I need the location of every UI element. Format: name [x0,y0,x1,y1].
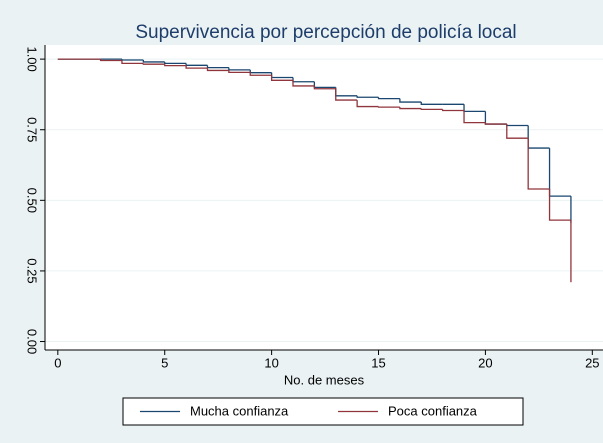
survival-step [249,72,272,76]
legend-label: Mucha confianza [190,403,289,418]
y-tick-label: 1.00 [25,46,40,71]
survival-step [399,98,422,103]
x-tick-label: 25 [585,355,599,370]
survival-step [164,61,187,65]
x-tick-label: 15 [371,355,385,370]
survival-step [463,110,486,124]
survival-step [356,95,379,98]
legend [122,397,524,426]
legend-label: Poca confianza [388,403,478,418]
survival-step [142,63,165,65]
survival-step [506,124,529,139]
survival-step [164,64,187,67]
plot-area [45,45,603,350]
x-tick-label: 0 [54,355,61,370]
survival-step [484,122,507,125]
survival-step [548,189,571,221]
y-tick-label: 0.50 [25,188,40,213]
survival-step [121,60,144,65]
y-tick-label: 0.75 [25,117,40,142]
x-tick-label: 20 [478,355,492,370]
y-tick-label: 0.25 [25,258,40,283]
survival-step [292,80,315,87]
survival-step [185,65,208,69]
survival-step [99,59,122,62]
survival-step [527,138,550,190]
survival-step [377,106,400,108]
survival-step [206,65,229,69]
survival-step [399,107,422,110]
survival-step [121,59,144,61]
survival-step [270,75,293,81]
survival-step [442,109,465,112]
x-tick-label: 10 [264,355,278,370]
survival-step [420,108,443,111]
x-axis-label: No. de meses [284,372,365,387]
survival-step [228,70,251,74]
chart-title: Supervivencia por percepción de policía … [135,22,516,43]
survival-step [356,100,379,108]
survival-step [206,68,229,72]
survival-step [313,85,336,90]
survival-step [377,97,400,100]
survival-step [142,59,165,63]
survival-step [420,102,443,105]
y-tick-label: 0.00 [25,329,40,354]
x-tick-label: 5 [161,355,168,370]
survival-step [335,88,358,101]
